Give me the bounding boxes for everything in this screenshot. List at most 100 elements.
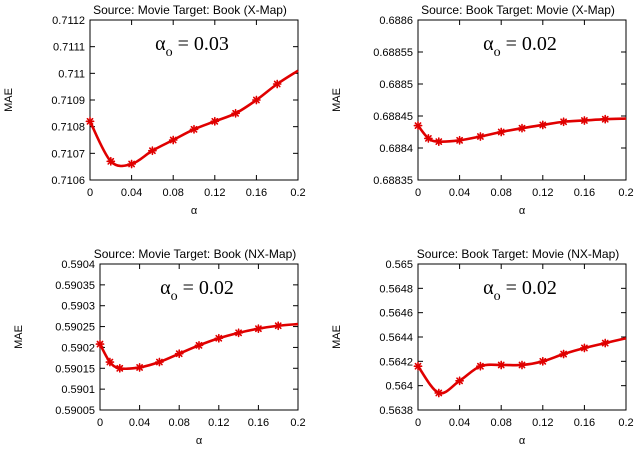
y-tick-label: 0.564 bbox=[385, 381, 413, 393]
x-tick-label: 0 bbox=[97, 417, 103, 429]
chart-panel-4: Source: Book Target: Movie (NX-Map) 0.563… bbox=[320, 227, 639, 454]
annotation-subscript: o bbox=[171, 289, 178, 304]
x-tick-label: 0.08 bbox=[490, 417, 511, 429]
x-tick-label: 0.2 bbox=[618, 417, 633, 429]
chart-panel-2: Source: Book Target: Movie (X-Map) 0.6883… bbox=[320, 0, 639, 227]
x-tick-label: 0.2 bbox=[290, 417, 305, 429]
y-tick-label: 0.68835 bbox=[373, 175, 413, 187]
data-point-marker-2 bbox=[115, 363, 125, 373]
y-axis-label: MAE bbox=[13, 325, 25, 349]
y-tick-label: 0.5904 bbox=[61, 259, 95, 271]
data-point-marker-4 bbox=[496, 360, 506, 370]
x-tick-label: 0.08 bbox=[490, 187, 511, 199]
y-tick-label: 0.6886 bbox=[379, 15, 413, 27]
annotation-subscript: o bbox=[166, 45, 173, 60]
data-point-marker-6 bbox=[210, 116, 220, 126]
y-axis-label: MAE bbox=[331, 88, 343, 112]
data-point-marker-9 bbox=[254, 324, 263, 334]
x-tick-label: 0 bbox=[415, 417, 421, 429]
data-point-marker-5 bbox=[517, 360, 527, 370]
x-tick-label: 0.12 bbox=[532, 187, 553, 199]
data-point-marker-10 bbox=[273, 321, 283, 331]
data-point-marker-6 bbox=[538, 356, 548, 366]
x-tick-label: 0.16 bbox=[574, 417, 595, 429]
data-point-marker-9 bbox=[272, 79, 282, 89]
data-point-marker-8 bbox=[559, 117, 568, 127]
chart-svg-4: Source: Book Target: Movie (NX-Map) 0.563… bbox=[331, 247, 634, 447]
y-tick-label: 0.5646 bbox=[379, 308, 413, 320]
y-tick-label: 0.5903 bbox=[61, 301, 95, 313]
data-point-marker-4 bbox=[155, 357, 164, 367]
y-tick-label: 0.7108 bbox=[51, 122, 85, 134]
chart-panel-1: Source: Movie Target: Book (X-Map) 0.7106… bbox=[0, 0, 320, 227]
annotation-symbol: α bbox=[483, 277, 494, 299]
y-tick-label: 0.5644 bbox=[379, 332, 413, 344]
x-axis-label: α bbox=[519, 205, 526, 217]
annotation-value: = 0.02 bbox=[178, 277, 234, 299]
data-point-marker-0 bbox=[95, 339, 105, 349]
data-point-marker-3 bbox=[135, 363, 144, 372]
y-axis-label: MAE bbox=[331, 325, 343, 349]
data-point-marker-3 bbox=[455, 135, 464, 145]
y-tick-label: 0.711 bbox=[58, 68, 85, 80]
data-point-marker-7 bbox=[214, 333, 224, 343]
annotation-symbol: α bbox=[160, 277, 171, 299]
data-point-marker-7 bbox=[538, 120, 548, 130]
y-tick-label: 0.5902 bbox=[61, 342, 95, 354]
y-tick-label: 0.5642 bbox=[379, 356, 413, 368]
x-tick-label: 0 bbox=[87, 187, 93, 199]
y-tick-label: 0.59025 bbox=[55, 322, 95, 334]
data-point-marker-8 bbox=[579, 343, 589, 353]
series-line-0 bbox=[88, 69, 299, 168]
x-axis-label: α bbox=[519, 435, 526, 447]
data-point-marker-5 bbox=[174, 349, 184, 359]
data-point-marker-4 bbox=[168, 135, 178, 145]
x-tick-label: 0.12 bbox=[532, 417, 553, 429]
data-point-marker-3 bbox=[476, 361, 485, 371]
y-tick-label: 0.59035 bbox=[55, 280, 95, 292]
annotation-value: = 0.02 bbox=[501, 33, 557, 55]
chart-title: Source: Movie Target: Book (NX-Map) bbox=[94, 247, 297, 261]
chart-svg-3: Source: Movie Target: Book (NX-Map)0.590… bbox=[13, 247, 306, 447]
y-tick-label: 0.59005 bbox=[55, 405, 95, 417]
alpha-annotation: αo = 0.02 bbox=[160, 277, 234, 304]
alpha-annotation: αo = 0.02 bbox=[483, 277, 557, 304]
x-tick-label: 0.04 bbox=[449, 187, 470, 199]
chart-title: Source: Book Target: Movie (NX-Map) bbox=[417, 247, 620, 261]
annotation-value: = 0.03 bbox=[173, 33, 229, 55]
plot-frame bbox=[417, 19, 627, 181]
y-tick-label: 0.6884 bbox=[379, 143, 413, 155]
data-point-marker-2 bbox=[455, 376, 464, 386]
annotation-symbol: α bbox=[155, 33, 166, 55]
x-tick-label: 0.04 bbox=[129, 417, 150, 429]
data-point-marker-7 bbox=[559, 349, 568, 359]
y-tick-label: 0.68855 bbox=[373, 47, 413, 59]
chart-panel-3: Source: Movie Target: Book (NX-Map) 0.590… bbox=[0, 227, 320, 454]
data-point-marker-2 bbox=[127, 159, 136, 169]
chart-title: Source: Movie Target: Book (X-Map) bbox=[93, 3, 287, 17]
data-point-marker-0 bbox=[85, 116, 95, 126]
data-point-marker-9 bbox=[579, 116, 589, 125]
x-axis-label: α bbox=[191, 205, 198, 217]
x-tick-label: 0.04 bbox=[121, 187, 142, 199]
data-point-marker-2 bbox=[434, 137, 444, 146]
data-point-marker-1 bbox=[434, 388, 444, 398]
y-tick-label: 0.6885 bbox=[379, 79, 413, 91]
x-tick-label: 0.16 bbox=[248, 417, 269, 429]
y-tick-label: 0.5901 bbox=[61, 384, 95, 396]
x-tick-label: 0.16 bbox=[574, 187, 595, 199]
x-tick-label: 0.08 bbox=[168, 417, 189, 429]
x-tick-label: 0.16 bbox=[246, 187, 267, 199]
data-point-marker-0 bbox=[413, 361, 423, 371]
data-point-marker-6 bbox=[517, 123, 527, 133]
data-point-marker-1 bbox=[105, 357, 115, 367]
x-tick-label: 0.04 bbox=[449, 417, 470, 429]
y-tick-label: 0.59015 bbox=[55, 363, 95, 375]
annotation-symbol: α bbox=[483, 33, 494, 55]
y-tick-label: 0.7111 bbox=[53, 42, 85, 54]
data-point-marker-7 bbox=[231, 108, 240, 118]
x-axis-label: α bbox=[196, 435, 203, 447]
y-tick-label: 0.7109 bbox=[51, 95, 85, 107]
alpha-annotation: αo = 0.03 bbox=[155, 33, 229, 60]
data-point-marker-5 bbox=[496, 127, 506, 137]
